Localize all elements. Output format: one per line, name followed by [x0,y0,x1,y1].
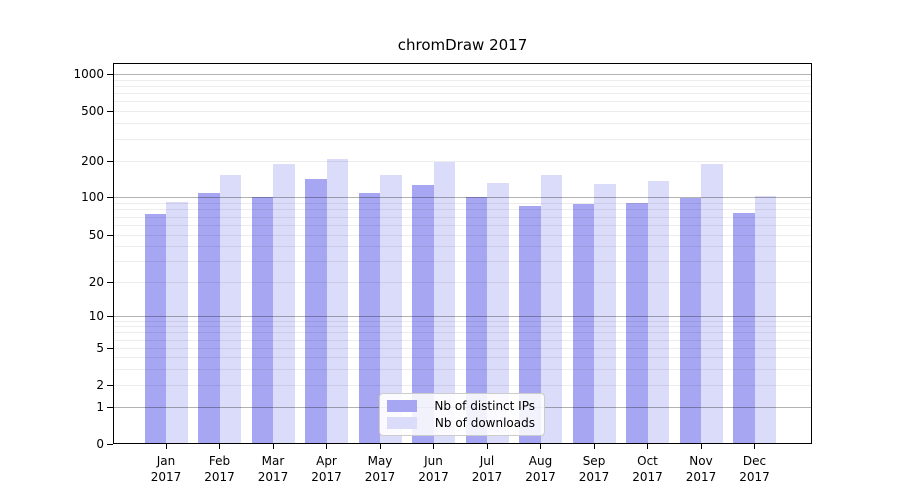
bar-downloads-jun [433,162,455,444]
bar-downloads-jan [166,201,188,444]
x-tick-mark [379,444,381,449]
y-tick-mark [107,196,113,198]
bar-distinct-ips-jun [412,184,434,444]
y-tick-label: 50 [88,227,104,242]
chart-title: chromDraw 2017 [397,36,528,54]
x-tick-label: Oct 2017 [632,454,663,484]
y-tick-mark [107,281,113,283]
x-tick-mark [165,444,167,449]
bar-distinct-ips-sep [572,204,594,444]
minor-gridline [113,101,812,103]
bar-distinct-ips-nov [679,198,701,444]
minor-gridline [113,93,812,95]
y-tick-mark [107,347,113,349]
bar-distinct-ips-apr [305,178,327,444]
legend: Nb of distinct IPs Nb of downloads [379,393,545,436]
y-tick-mark [107,110,113,112]
x-tick-label: Feb 2017 [204,454,235,484]
minor-gridline [113,85,812,87]
bar-downloads-may [380,174,402,444]
y-tick-label: 20 [88,274,104,289]
y-tick-label: 100 [81,189,104,204]
x-tick-mark [754,444,756,449]
y-tick-label: 2 [96,377,104,392]
y-tick-mark [107,73,113,75]
y-tick-mark [107,406,113,408]
major-gridline [113,74,812,75]
bar-downloads-aug [540,174,562,444]
x-tick-mark [486,444,488,449]
minor-gridline [113,138,812,140]
bar-downloads-jul [487,182,509,444]
y-tick-label: 1 [96,399,104,414]
bar-distinct-ips-dec [733,212,755,444]
x-tick-mark [433,444,435,449]
minor-gridline [113,123,812,125]
minor-gridline [113,161,812,162]
legend-label: Nb of distinct IPs [434,399,535,414]
x-tick-mark [219,444,221,449]
x-tick-mark [647,444,649,449]
x-tick-label: Mar 2017 [257,454,289,484]
legend-label: Nb of downloads [434,415,535,430]
legend-swatch-downloads [387,416,417,429]
bar-downloads-nov [701,164,723,444]
legend-entry: Nb of downloads [387,415,535,431]
x-tick-mark [700,444,702,449]
y-tick-label: 1000 [73,66,104,81]
x-tick-mark [272,444,274,449]
x-tick-mark [593,444,595,449]
bar-distinct-ips-aug [519,205,541,444]
legend-entry: Nb of distinct IPs [387,398,535,414]
bar-downloads-mar [273,164,295,444]
x-tick-label: Jul 2017 [471,454,503,484]
x-tick-label: May 2017 [364,454,396,484]
y-tick-label: 10 [88,308,104,323]
bar-downloads-sep [594,184,616,444]
x-tick-label: Aug 2017 [525,454,556,484]
bar-downloads-feb [219,174,241,444]
bar-distinct-ips-mar [251,197,273,444]
x-tick-mark [540,444,542,449]
bar-distinct-ips-jan [144,214,166,444]
bar-distinct-ips-may [358,193,380,444]
x-tick-label: Nov 2017 [685,454,717,484]
x-tick-label: Sep 2017 [578,454,610,484]
bar-downloads-dec [754,196,776,444]
x-tick-label: Jan 2017 [150,454,182,484]
x-tick-label: Jun 2017 [418,454,449,484]
y-tick-mark [107,160,113,162]
bar-distinct-ips-oct [626,203,648,444]
x-tick-label: Dec 2017 [739,454,770,484]
y-tick-mark [107,443,113,445]
bar-downloads-apr [326,159,348,444]
y-tick-label: 500 [81,103,104,118]
y-tick-mark [107,234,113,236]
bar-downloads-oct [647,180,669,444]
minor-gridline [113,111,812,112]
x-tick-mark [326,444,328,449]
y-tick-label: 0 [96,436,104,451]
bar-distinct-ips-jul [465,197,487,444]
y-tick-mark [107,384,113,386]
x-tick-label: Apr 2017 [311,454,342,484]
legend-swatch-distinct-ips [387,400,417,413]
minor-gridline [113,79,812,81]
y-tick-mark [107,315,113,317]
y-tick-label: 200 [81,153,104,168]
y-tick-label: 5 [96,340,104,355]
bar-distinct-ips-feb [198,193,220,444]
